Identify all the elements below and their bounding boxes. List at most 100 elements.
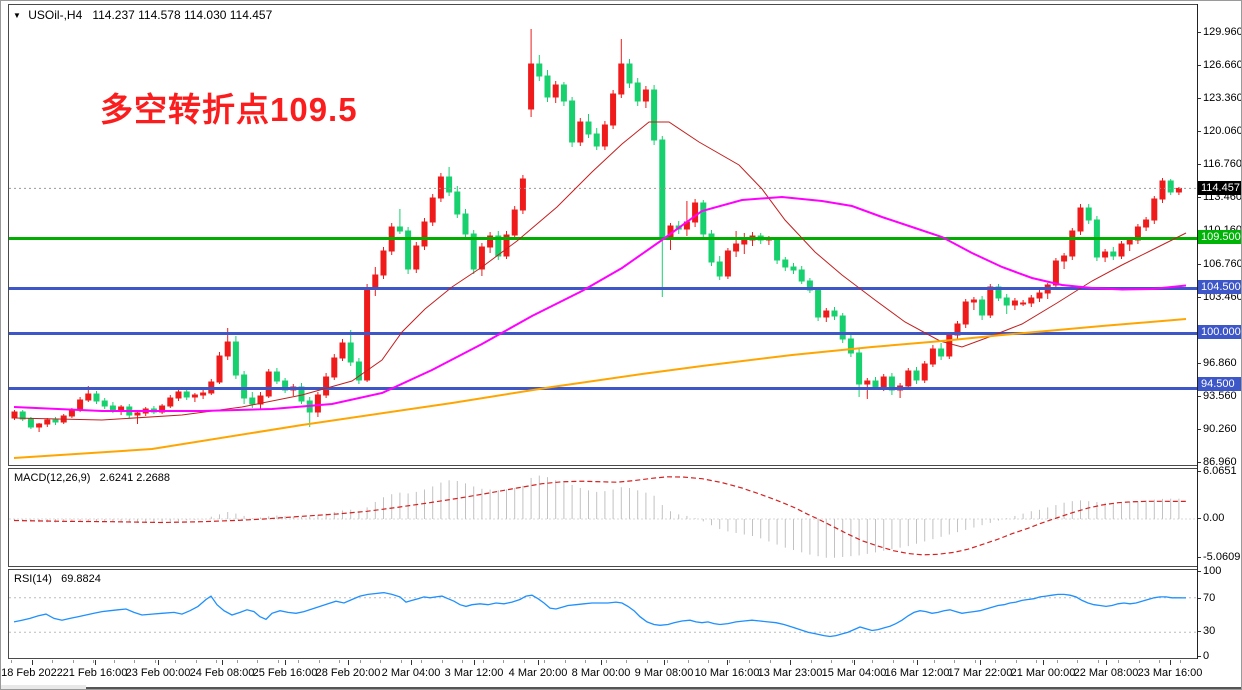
candle <box>44 419 51 425</box>
time-minor-tick <box>380 660 381 663</box>
macd-header: MACD(12,26,9) 2.6241 2.2688 <box>14 472 170 484</box>
time-minor-tick <box>52 660 53 663</box>
time-minor-tick <box>216 660 217 663</box>
candle <box>454 191 461 215</box>
candle <box>355 361 362 381</box>
price-tick <box>1197 264 1201 265</box>
time-minor-tick <box>278 660 279 663</box>
candle <box>1159 180 1166 200</box>
price-label: 106.760 <box>1203 258 1242 270</box>
main-chart-panel[interactable] <box>8 4 1198 466</box>
level-line-100.000[interactable] <box>9 332 1197 335</box>
time-minor-tick <box>626 660 627 663</box>
price-label: 96.860 <box>1203 357 1237 369</box>
candle <box>651 89 658 141</box>
level-line-94.500[interactable] <box>9 387 1197 390</box>
candle <box>1069 230 1076 257</box>
rsi-axis-label: 0 <box>1203 650 1210 662</box>
price-tick <box>1197 65 1201 66</box>
ohlc-values: 114.237 114.578 114.030 114.457 <box>92 8 273 22</box>
macd-panel[interactable]: MACD(12,26,9) 2.6241 2.2688 <box>8 468 1198 567</box>
time-tick <box>790 660 791 665</box>
candle <box>839 315 846 340</box>
rsi-axis-label: 30 <box>1203 625 1216 637</box>
rsi-header: RSI(14) 69.8824 <box>14 573 101 585</box>
price-badge-114.457: 114.457 <box>1198 181 1241 195</box>
time-label: 18 Feb 2022 <box>1 667 63 679</box>
time-minor-tick <box>811 660 812 663</box>
price-label: 90.260 <box>1203 423 1237 435</box>
candle <box>552 84 559 98</box>
time-label: 17 Mar 22:00 <box>947 667 1013 679</box>
candle <box>1011 300 1018 306</box>
level-line-104.500[interactable] <box>9 287 1197 290</box>
candle <box>257 395 264 405</box>
time-minor-tick <box>114 660 115 663</box>
macd-chart[interactable] <box>9 469 1197 566</box>
chart-title: ▼ USOil-,H4 114.237 114.578 114.030 114.… <box>13 8 272 22</box>
time-minor-tick <box>1098 660 1099 663</box>
candle <box>265 371 272 397</box>
candle <box>585 121 592 135</box>
time-label: 3 Mar 12:00 <box>444 667 504 679</box>
time-label: 23 Mar 16:00 <box>1137 667 1203 679</box>
candle <box>1102 251 1109 258</box>
price-label: 116.760 <box>1203 158 1242 170</box>
candle <box>470 233 477 270</box>
candle <box>232 341 239 376</box>
time-minor-tick <box>606 660 607 663</box>
rsi-axis-tick <box>1197 631 1201 632</box>
candle <box>175 391 182 399</box>
candle <box>323 376 330 396</box>
time-minor-tick <box>524 660 525 663</box>
rsi-name: RSI(14) <box>14 573 52 585</box>
candle <box>19 411 26 420</box>
candle <box>856 352 863 385</box>
candle <box>273 371 280 382</box>
candle <box>642 89 649 102</box>
chart-menu-arrow-icon[interactable]: ▼ <box>13 11 21 20</box>
time-axis[interactable]: 18 Feb 2022 21 Feb 16:00 23 Feb 00:00 24 Fe… <box>1 659 1241 689</box>
ema-slow-line <box>13 318 1187 459</box>
candle <box>692 202 699 223</box>
candle <box>118 406 125 411</box>
time-label: 16 Mar 12:00 <box>884 667 950 679</box>
candlestick-chart[interactable] <box>9 5 1197 465</box>
time-minor-tick <box>196 660 197 663</box>
macd-signal-line <box>13 476 1186 556</box>
candle <box>331 357 338 378</box>
time-label: 21 Feb 16:00 <box>62 667 128 679</box>
candle <box>1143 219 1150 228</box>
price-label: 103.460 <box>1203 291 1242 303</box>
candle <box>93 393 100 402</box>
price-tick <box>1197 429 1201 430</box>
ema-fast-line <box>13 121 1187 421</box>
horizontal-scrollbar[interactable] <box>86 687 1241 689</box>
rsi-chart[interactable] <box>9 570 1197 658</box>
candle <box>1052 260 1059 286</box>
price-axis[interactable]: 129.960 126.660 123.360 120.060 116.760 113.4… <box>1197 1 1242 662</box>
candle <box>528 63 535 110</box>
candle <box>1151 198 1158 221</box>
time-minor-tick <box>1036 660 1037 663</box>
candle <box>601 124 608 147</box>
rsi-value: 69.8824 <box>61 573 101 585</box>
candle <box>946 334 953 357</box>
candle <box>52 419 59 423</box>
time-minor-tick <box>462 660 463 663</box>
candle <box>77 399 84 411</box>
candle <box>962 301 969 325</box>
rsi-panel[interactable]: RSI(14) 69.8824 <box>8 569 1198 659</box>
time-label: 23 Feb 00:00 <box>125 667 191 679</box>
candle <box>249 397 256 405</box>
time-minor-tick <box>442 660 443 663</box>
time-minor-tick <box>1077 660 1078 663</box>
macd-axis-tick <box>1197 471 1201 472</box>
time-tick <box>917 660 918 665</box>
time-tick <box>222 660 223 665</box>
candle <box>167 397 174 407</box>
time-minor-tick <box>975 660 976 663</box>
candle <box>462 213 469 235</box>
candle <box>987 286 994 316</box>
level-line-109.500[interactable] <box>9 237 1197 240</box>
